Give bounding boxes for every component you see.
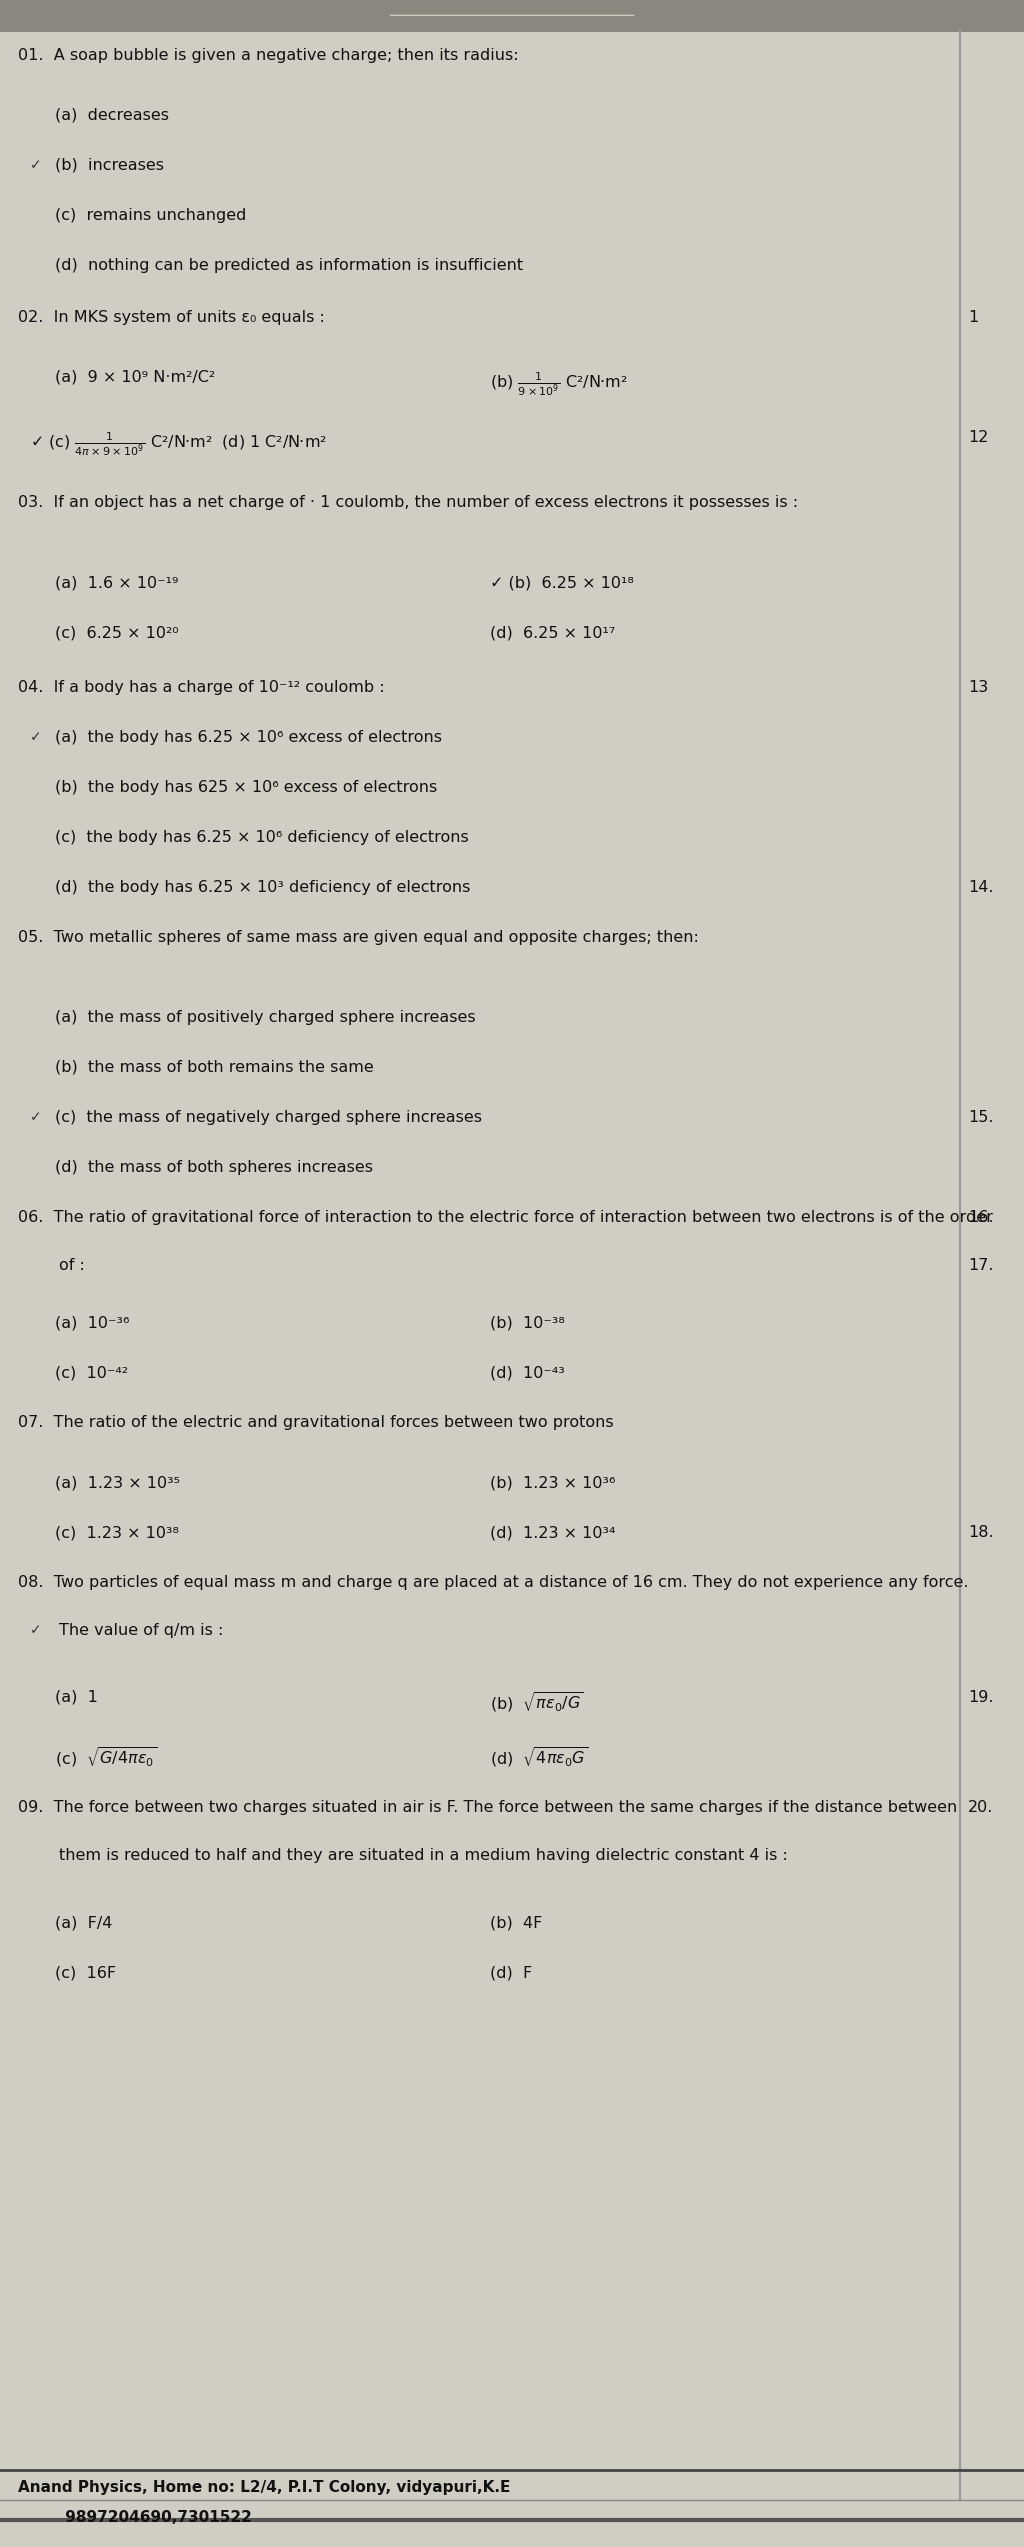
Text: (b)  $\sqrt{\pi\varepsilon_0 / G}$: (b) $\sqrt{\pi\varepsilon_0 / G}$: [490, 1691, 584, 1714]
Text: (a)  1: (a) 1: [55, 1691, 98, 1704]
Text: (d)  F: (d) F: [490, 1964, 532, 1979]
Text: (d)  $\sqrt{4\pi\varepsilon_0 G}$: (d) $\sqrt{4\pi\varepsilon_0 G}$: [490, 1745, 589, 1768]
Text: (b) $\frac{1}{9\times10^9}$ C²/N·m²: (b) $\frac{1}{9\times10^9}$ C²/N·m²: [490, 369, 628, 397]
Text: (c)  remains unchanged: (c) remains unchanged: [55, 209, 247, 224]
Text: (a)  decreases: (a) decreases: [55, 107, 169, 122]
Text: (c)  16F: (c) 16F: [55, 1964, 116, 1979]
Text: 17.: 17.: [968, 1258, 993, 1274]
Text: 20.: 20.: [968, 1801, 993, 1816]
Bar: [0, 0, 1024, 33]
Text: 1: 1: [968, 311, 978, 326]
Text: (a)  1.23 × 10³⁵: (a) 1.23 × 10³⁵: [55, 1475, 180, 1490]
Text: (a)  9 × 10⁹ N·m²/C²: (a) 9 × 10⁹ N·m²/C²: [55, 369, 215, 385]
Text: 06.  The ratio of gravitational force of interaction to the electric force of in: 06. The ratio of gravitational force of …: [18, 1210, 993, 1225]
Text: ✓ (c) $\frac{1}{4\pi\times9\times10^9}$ C²/N·m²  (d) 1 C²/N·m²: ✓ (c) $\frac{1}{4\pi\times9\times10^9}$ …: [30, 430, 327, 458]
Text: (b)  the body has 625 × 10⁶ excess of electrons: (b) the body has 625 × 10⁶ excess of ele…: [55, 779, 437, 795]
Text: 09.  The force between two charges situated in air is F. The force between the s: 09. The force between two charges situat…: [18, 1801, 957, 1816]
Text: (b)  10⁻³⁸: (b) 10⁻³⁸: [490, 1314, 565, 1330]
Text: (a)  the mass of positively charged sphere increases: (a) the mass of positively charged spher…: [55, 1011, 475, 1024]
Text: (b)  4F: (b) 4F: [490, 1915, 543, 1931]
Text: (c)  1.23 × 10³⁸: (c) 1.23 × 10³⁸: [55, 1526, 179, 1541]
Text: 9897204690,7301522: 9897204690,7301522: [18, 2509, 252, 2524]
Text: ✓: ✓: [30, 158, 42, 173]
Text: (a)  the body has 6.25 × 10⁶ excess of electrons: (a) the body has 6.25 × 10⁶ excess of el…: [55, 731, 442, 746]
Text: (c)  10⁻⁴²: (c) 10⁻⁴²: [55, 1365, 128, 1380]
Text: ━━━━━━━━━━━━━━━━━━━━━━━━━━━━━━━━━━━━━━━━━━━━━━━━━: ━━━━━━━━━━━━━━━━━━━━━━━━━━━━━━━━━━━━━━━━…: [389, 13, 635, 20]
Text: of :: of :: [18, 1258, 85, 1274]
Text: (d)  the mass of both spheres increases: (d) the mass of both spheres increases: [55, 1159, 373, 1174]
Text: The value of q/m is :: The value of q/m is :: [18, 1622, 223, 1638]
Text: ✓: ✓: [30, 1622, 42, 1638]
Text: 19.: 19.: [968, 1691, 993, 1704]
Text: 04.  If a body has a charge of 10⁻¹² coulomb :: 04. If a body has a charge of 10⁻¹² coul…: [18, 680, 385, 695]
Text: 18.: 18.: [968, 1526, 993, 1541]
Text: 13: 13: [968, 680, 988, 695]
Text: ✓: ✓: [30, 731, 42, 744]
Text: (d)  the body has 6.25 × 10³ deficiency of electrons: (d) the body has 6.25 × 10³ deficiency o…: [55, 881, 470, 894]
Text: (d)  6.25 × 10¹⁷: (d) 6.25 × 10¹⁷: [490, 624, 615, 639]
Text: (b)  increases: (b) increases: [55, 158, 164, 173]
Text: 08.  Two particles of equal mass m and charge q are placed at a distance of 16 c: 08. Two particles of equal mass m and ch…: [18, 1574, 969, 1589]
Text: 01.  A soap bubble is given a negative charge; then its radius:: 01. A soap bubble is given a negative ch…: [18, 48, 518, 64]
Text: (c)  the body has 6.25 × 10⁶ deficiency of electrons: (c) the body has 6.25 × 10⁶ deficiency o…: [55, 830, 469, 846]
Text: 14.: 14.: [968, 881, 993, 894]
Text: (c)  the mass of negatively charged sphere increases: (c) the mass of negatively charged spher…: [55, 1110, 482, 1126]
Text: (b)  the mass of both remains the same: (b) the mass of both remains the same: [55, 1060, 374, 1075]
Text: (d)  nothing can be predicted as information is insufficient: (d) nothing can be predicted as informat…: [55, 257, 523, 273]
Text: ✓ (b)  6.25 × 10¹⁸: ✓ (b) 6.25 × 10¹⁸: [490, 576, 634, 591]
Text: (c)  $\sqrt{G / 4\pi\varepsilon_0}$: (c) $\sqrt{G / 4\pi\varepsilon_0}$: [55, 1745, 158, 1768]
Text: (a)  1.6 × 10⁻¹⁹: (a) 1.6 × 10⁻¹⁹: [55, 576, 178, 591]
Text: 07.  The ratio of the electric and gravitational forces between two protons: 07. The ratio of the electric and gravit…: [18, 1416, 613, 1429]
Text: 02.  In MKS system of units ε₀ equals :: 02. In MKS system of units ε₀ equals :: [18, 311, 325, 326]
Text: (b)  1.23 × 10³⁶: (b) 1.23 × 10³⁶: [490, 1475, 615, 1490]
Text: (c)  6.25 × 10²⁰: (c) 6.25 × 10²⁰: [55, 624, 178, 639]
Text: (a)  10⁻³⁶: (a) 10⁻³⁶: [55, 1314, 129, 1330]
Text: Anand Physics, Home no: L2/4, P.I.T Colony, vidyapuri,K.E: Anand Physics, Home no: L2/4, P.I.T Colo…: [18, 2481, 510, 2496]
Text: (a)  F/4: (a) F/4: [55, 1915, 113, 1931]
Text: 03.  If an object has a net charge of · 1 coulomb, the number of excess electron: 03. If an object has a net charge of · 1…: [18, 494, 798, 509]
Text: 12: 12: [968, 430, 988, 446]
Text: 16.: 16.: [968, 1210, 993, 1225]
Text: (d)  10⁻⁴³: (d) 10⁻⁴³: [490, 1365, 565, 1380]
Text: 15.: 15.: [968, 1110, 993, 1126]
Text: 05.  Two metallic spheres of same mass are given equal and opposite charges; the: 05. Two metallic spheres of same mass ar…: [18, 930, 698, 945]
Text: (d)  1.23 × 10³⁴: (d) 1.23 × 10³⁴: [490, 1526, 615, 1541]
Text: ✓: ✓: [30, 1110, 42, 1123]
Text: them is reduced to half and they are situated in a medium having dielectric cons: them is reduced to half and they are sit…: [18, 1849, 787, 1862]
